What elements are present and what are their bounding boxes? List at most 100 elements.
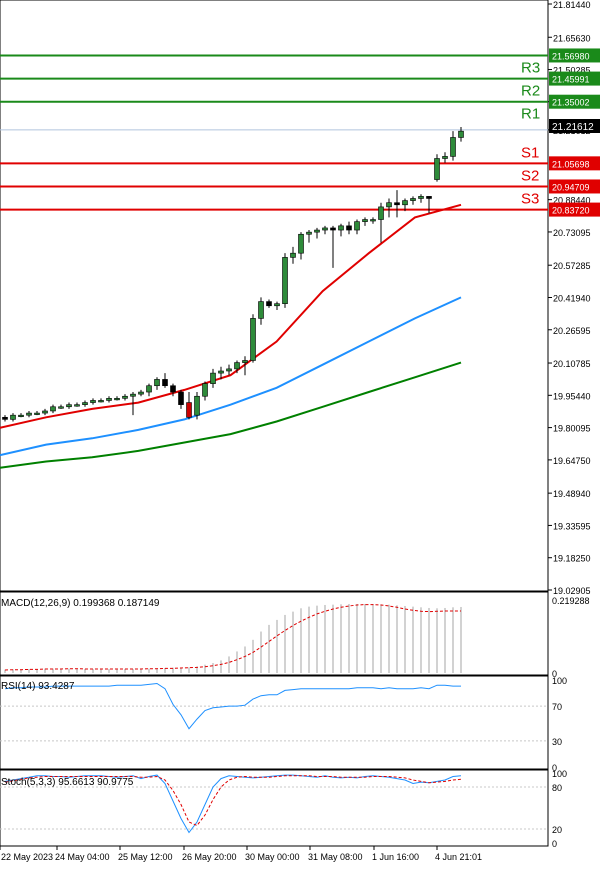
rsi-tick-label: 0 <box>552 763 557 773</box>
candle <box>410 196 416 205</box>
time-axis: 22 May 2023 24 May 04:00 25 May 12:00 26 Ma… <box>0 846 482 862</box>
candle-body <box>18 414 24 417</box>
price-tick-label: 19.48940 <box>553 489 591 499</box>
candle-body <box>242 360 248 363</box>
level-tag-label: 21.35002 <box>552 98 590 108</box>
candle-body <box>394 202 400 206</box>
level-tag-bg <box>549 71 600 86</box>
candle <box>386 198 392 218</box>
candle-body <box>42 410 48 414</box>
candle <box>26 410 32 418</box>
rsi-axis: 100 70 30 0 <box>552 676 567 773</box>
candle <box>362 217 368 226</box>
level-tag-label: 21.05698 <box>552 159 590 169</box>
price-tick-label: 19.02905 <box>553 586 591 596</box>
stoch-panel: Stoch(5,3,3) 95.6613 90.9775 100 80 20 0 <box>0 769 567 849</box>
candle-body <box>266 301 272 307</box>
time-tick-label: 22 May 2023 <box>1 852 53 862</box>
time-tick-label: 30 May 00:00 <box>245 852 300 862</box>
price-tick-label: 20.57285 <box>553 261 591 271</box>
candle <box>42 408 48 416</box>
price-panel-frame <box>0 0 549 592</box>
candle <box>194 392 200 420</box>
candle <box>154 377 160 390</box>
moving-average-line <box>0 203 462 429</box>
current-price-tag-bg <box>549 119 600 133</box>
level-tag-bg <box>549 94 600 109</box>
candle <box>162 373 168 388</box>
candle <box>418 194 424 203</box>
candle <box>242 356 248 376</box>
price-tick-label: 20.41940 <box>553 293 591 303</box>
price-tick-label: 19.80095 <box>553 424 591 434</box>
candle-body <box>330 227 336 231</box>
candle-body <box>50 406 56 412</box>
macd-panel: MACD(12,26,9) 0.199368 0.187149 0.219288… <box>0 591 590 679</box>
candle <box>402 198 408 212</box>
candle-body <box>386 202 392 208</box>
candle-body <box>258 301 264 319</box>
candle <box>130 392 136 416</box>
candle-body <box>226 368 232 372</box>
candle <box>186 392 192 420</box>
rsi-tick-label: 100 <box>552 676 567 686</box>
rsi-line <box>0 682 548 742</box>
level-tag-label: 20.83720 <box>552 206 590 216</box>
candle-body <box>154 379 160 387</box>
candle <box>266 299 272 308</box>
price-tick-label: 20.88440 <box>553 196 591 206</box>
macd-tick-label: 0.219288 <box>552 596 590 606</box>
candle-body <box>282 257 288 304</box>
time-tick-label: 24 May 04:00 <box>55 852 110 862</box>
candle-body <box>458 130 464 138</box>
candle-body <box>162 379 168 387</box>
rsi-polyline <box>4 682 461 730</box>
candle <box>290 246 296 264</box>
level-label-s2: S2 <box>521 167 539 184</box>
price-tick-label: 21.50285 <box>553 66 591 76</box>
price-tick-label: 20.73095 <box>553 228 591 238</box>
candle-body <box>418 196 424 199</box>
candle <box>218 366 224 380</box>
candle-body <box>26 412 32 416</box>
moving-average-line <box>0 361 462 469</box>
candle-body <box>362 219 368 222</box>
candle-body <box>322 227 328 231</box>
macd-signal-line <box>4 604 461 671</box>
candle <box>314 227 320 239</box>
candle <box>298 232 304 260</box>
candle <box>18 413 24 418</box>
macd-tick-label: 0 <box>552 669 557 679</box>
candle-body <box>402 200 408 206</box>
level-tag-label: 21.45991 <box>552 75 590 85</box>
candle <box>90 398 96 405</box>
candle-body <box>130 393 136 397</box>
candle <box>322 225 328 235</box>
candle <box>114 396 120 401</box>
candle <box>226 364 232 376</box>
price-tick-label: 20.26595 <box>553 326 591 336</box>
candle-body <box>82 402 88 405</box>
candle-body <box>2 416 8 420</box>
stoch-tick-label: 100 <box>552 769 567 779</box>
level-label-r1: R1 <box>521 106 540 123</box>
candle <box>442 152 448 163</box>
candle-body <box>194 395 200 416</box>
rsi-tick-label: 30 <box>552 737 562 747</box>
candle <box>82 400 88 407</box>
candle-body <box>298 233 304 254</box>
candle-body <box>234 362 240 370</box>
candle-body <box>450 137 456 157</box>
candle-body <box>410 198 416 201</box>
candle-body <box>274 303 280 307</box>
candle <box>178 389 184 409</box>
macd-label: MACD(12,26,9) 0.199368 0.187149 <box>1 598 160 609</box>
rsi-tick-label: 70 <box>552 702 562 712</box>
candle <box>2 415 8 422</box>
candle <box>146 383 152 397</box>
stoch-label: Stoch(5,3,3) 95.6613 90.9775 <box>1 777 134 788</box>
candle-body <box>442 156 448 159</box>
rsi-panel: RSI(14) 93.4287 100 70 30 0 <box>0 675 567 773</box>
